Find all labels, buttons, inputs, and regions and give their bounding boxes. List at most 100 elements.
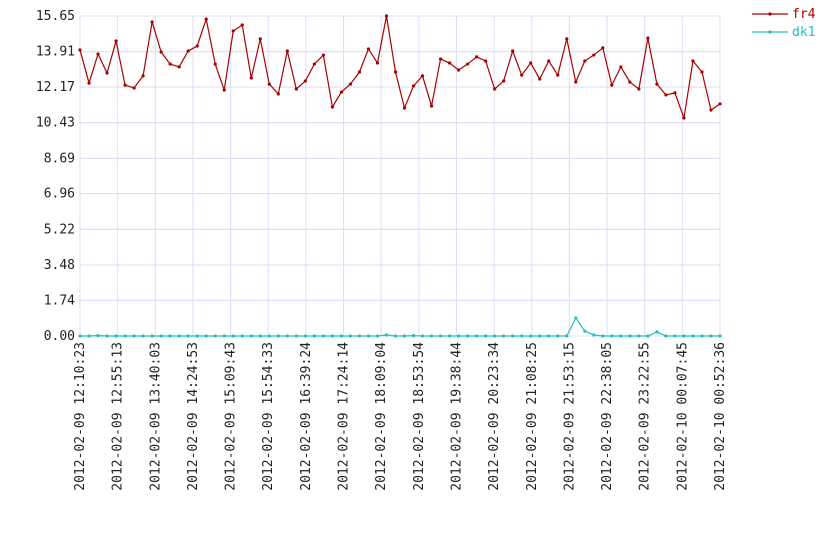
data-point [475,55,479,59]
data-point [420,74,425,78]
y-tick-label: 1.74 [44,293,75,308]
data-point [547,334,551,338]
data-point [339,90,344,94]
legend-marker [768,12,772,16]
data-point [709,334,713,338]
data-point [682,116,686,120]
data-point [87,334,91,338]
data-point [114,334,118,338]
data-point [484,334,488,338]
data-point [447,61,452,65]
data-point [709,108,713,112]
data-point [700,334,704,338]
data-point [429,334,434,338]
data-point [366,334,371,338]
x-tick-label: 2012-02-09 12:55:13 [111,342,126,491]
y-tick-label: 15.65 [36,9,75,24]
data-point [294,87,298,91]
data-point [123,334,127,338]
data-point [96,52,100,56]
data-point [592,53,596,57]
data-point [366,47,371,51]
data-point [691,334,695,338]
data-point [294,334,298,338]
x-tick-label: 2012-02-09 12:10:23 [73,342,88,491]
data-point [231,334,235,338]
data-point [159,50,163,54]
data-point [195,334,199,338]
data-point [249,334,253,338]
data-point [538,334,542,338]
data-point [357,334,362,338]
data-point [420,334,425,338]
data-point [96,333,100,338]
data-point [655,82,659,86]
data-point [429,104,434,108]
data-point [150,334,154,338]
data-point [321,334,325,338]
data-point [511,49,515,53]
x-tick-label: 2012-02-09 18:53:54 [412,342,427,491]
data-point [646,36,650,40]
data-point [493,334,497,338]
data-point [330,334,334,338]
data-point [249,76,253,80]
data-point [484,59,488,63]
data-point [456,334,461,338]
x-tick-label: 2012-02-09 20:23:34 [487,342,502,491]
data-point [447,334,452,338]
data-point [583,59,587,63]
data-point [529,61,533,65]
x-tick-label: 2012-02-09 15:54:33 [261,342,276,491]
data-point [267,334,271,338]
data-point [312,334,316,338]
legend-label: dk1 [792,25,815,40]
data-point [456,68,461,72]
data-point [691,59,695,63]
x-tick-label: 2012-02-09 15:09:43 [224,342,239,491]
legend-label: fr4 [792,7,816,22]
x-tick-label: 2012-02-09 23:22:55 [638,342,653,491]
data-point [529,334,533,338]
data-point [330,105,334,109]
data-point [520,334,524,338]
data-point [384,14,389,18]
data-point [637,334,641,338]
data-point [105,71,109,75]
data-point [574,316,578,320]
data-point [583,329,587,333]
data-point [438,57,443,61]
data-point [493,87,497,91]
y-tick-label: 13.91 [36,45,75,60]
data-point [628,80,632,84]
data-point [285,49,289,53]
data-point [123,83,127,87]
data-point [132,86,136,90]
data-point [538,77,542,81]
data-point [556,334,560,338]
data-point [511,334,515,338]
series-line [79,15,721,119]
data-point [195,44,199,48]
data-point [547,59,551,63]
data-point [384,333,389,337]
data-point [718,102,722,106]
data-point [240,23,244,27]
data-point [556,73,560,77]
data-point [168,334,172,338]
data-point [222,88,226,92]
data-point [78,334,82,338]
data-point [186,334,190,338]
data-point [718,334,722,338]
data-point [502,334,506,338]
data-point [700,70,704,74]
x-tick-label: 2012-02-09 16:39:24 [299,342,314,491]
y-tick-label: 12.17 [36,80,75,95]
data-point [276,334,280,338]
y-tick-label: 10.43 [36,116,75,131]
data-point [565,334,569,338]
data-point [574,80,578,84]
data-point [159,334,163,338]
data-point [438,334,443,338]
data-point [240,334,244,338]
